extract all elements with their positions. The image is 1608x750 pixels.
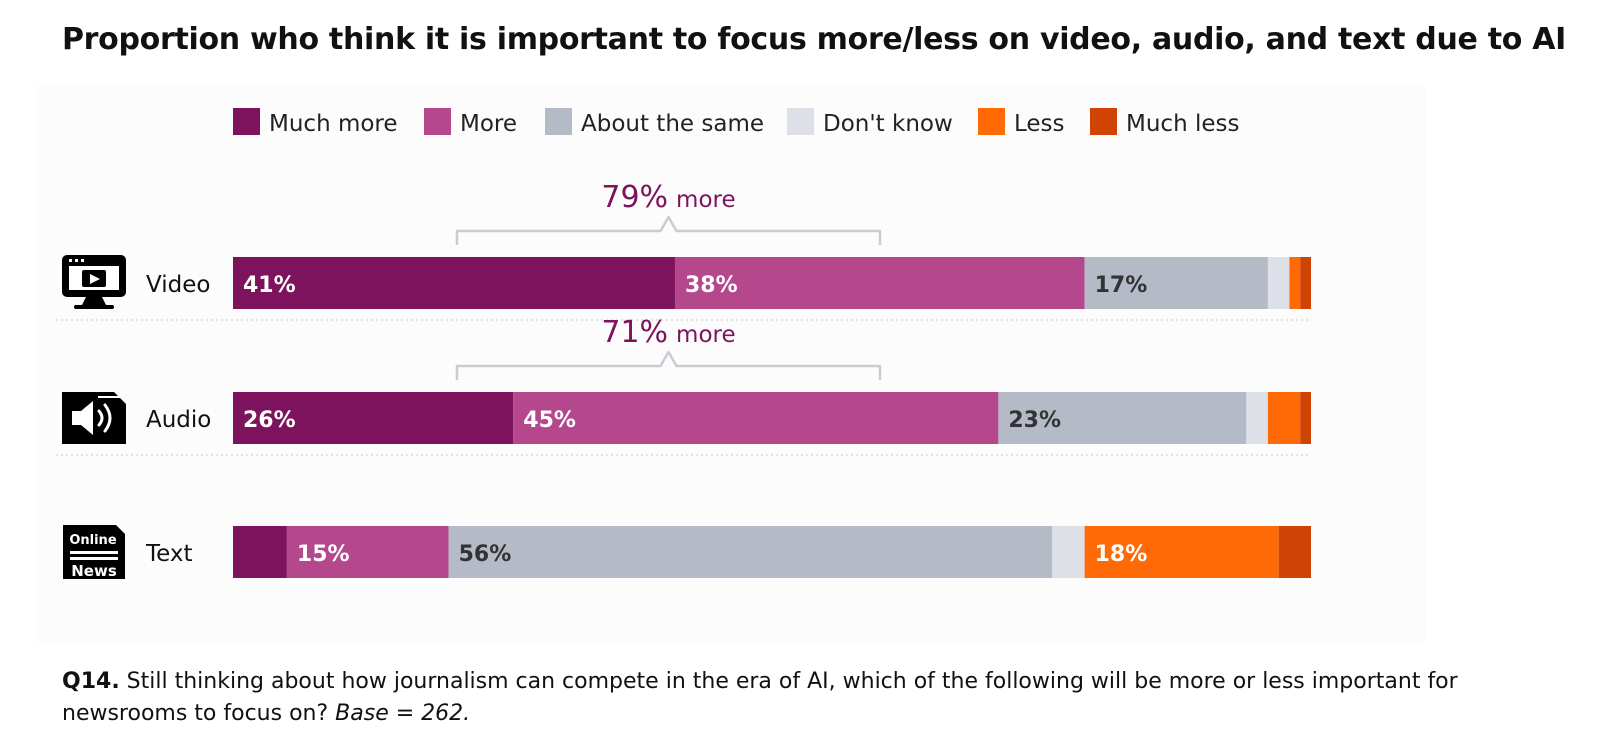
legend-swatch-about-the-same [545, 108, 572, 135]
speaker-cone [72, 401, 93, 435]
annotation-video: 79% more [601, 180, 735, 215]
monitor-base [74, 305, 114, 309]
bar-text-much-less [1278, 526, 1311, 578]
bar-audio-more [513, 392, 999, 444]
bar-video-much-more [233, 257, 675, 309]
bar-label-audio-much-more: 26% [243, 408, 296, 433]
base-note: Base = 262. [335, 701, 471, 726]
legend-swatch-much-more [233, 108, 260, 135]
bar-audio-much-more [233, 392, 514, 444]
bar-audio-less [1267, 392, 1301, 444]
bar-audio-about-the-same [998, 392, 1247, 444]
bar-video-more [674, 257, 1085, 309]
question-text: Still thinking about how journalism can … [62, 669, 1458, 726]
legend-label-don-t-know: Don't know [823, 111, 953, 137]
bar-label-text-more: 15% [297, 542, 350, 567]
category-label-video: Video [146, 272, 210, 298]
legend-label-much-more: Much more [269, 111, 398, 137]
bar-audio-much-less [1300, 392, 1311, 444]
sound-wave [97, 409, 104, 427]
bar-video-less [1289, 257, 1301, 309]
icon-text-news: News [71, 562, 117, 580]
monitor-dot [75, 259, 78, 262]
bar-video-about-the-same [1084, 257, 1268, 309]
bar-label-audio-about-the-same: 23% [1008, 408, 1061, 433]
bar-text-don-t-know [1052, 526, 1085, 578]
bar-label-audio-more: 45% [523, 408, 576, 433]
category-label-text: Text [145, 541, 193, 567]
legend-label-more: More [460, 111, 517, 137]
sound-wave [103, 403, 112, 433]
bar-text-more [286, 526, 449, 578]
annotation-text: more [676, 187, 736, 213]
news-line [70, 557, 118, 560]
monitor-stand [82, 297, 106, 305]
legend-label-about-the-same: About the same [581, 111, 764, 137]
monitor-dot [69, 259, 72, 262]
legend-label-less: Less [1014, 111, 1065, 137]
bar-label-video-more: 38% [685, 273, 738, 298]
category-label-audio: Audio [146, 407, 211, 433]
bar-text-less [1084, 526, 1279, 578]
bar-audio-don-t-know [1246, 392, 1268, 444]
annotation-value: 79% [601, 180, 668, 215]
bar-label-text-about-the-same: 56% [459, 542, 512, 567]
bar-text-much-more [233, 526, 287, 578]
chart-title: Proportion who think it is important to … [62, 22, 1567, 57]
news-line [70, 551, 118, 554]
icon-text-online: Online [69, 533, 116, 548]
annotation-text: more [676, 322, 736, 348]
question-id: Q14. [62, 669, 120, 694]
legend-swatch-much-less [1090, 108, 1117, 135]
speaker-icon [62, 392, 126, 444]
bar-video-much-less [1300, 257, 1311, 309]
play-triangle [90, 274, 100, 284]
legend-swatch-less [978, 108, 1005, 135]
legend-label-much-less: Much less [1126, 111, 1239, 137]
annotation-brace-audio [455, 350, 882, 380]
bar-label-text-less: 18% [1095, 542, 1148, 567]
legend-swatch-more [424, 108, 451, 135]
annotation-audio: 71% more [601, 315, 735, 350]
legend-swatch-don-t-know [787, 108, 814, 135]
bar-label-video-much-more: 41% [243, 273, 296, 298]
bar-label-video-about-the-same: 17% [1095, 273, 1148, 298]
bar-video-don-t-know [1267, 257, 1290, 309]
bar-text-about-the-same [448, 526, 1053, 578]
footnote: Q14. Still thinking about how journalism… [62, 666, 1582, 730]
annotation-value: 71% [601, 315, 668, 350]
monitor-dot [81, 259, 84, 262]
annotation-brace-video [455, 215, 882, 245]
